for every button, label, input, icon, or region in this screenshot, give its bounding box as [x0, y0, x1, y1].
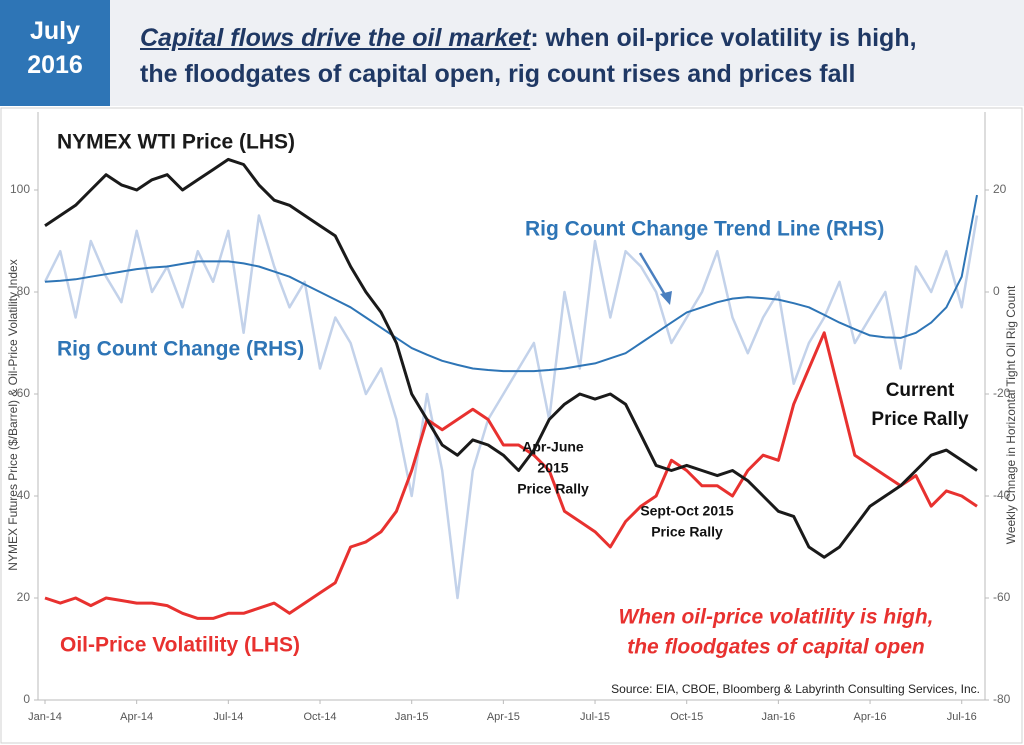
y2-tick-label: 0: [993, 284, 1000, 298]
y2-axis-label: Weekly Chnage in Horizontal Tight Oil Ri…: [1004, 285, 1018, 544]
header: Capital flows drive the oil market: when…: [110, 0, 1024, 106]
series-label: Rig Count Change (RHS): [57, 338, 304, 361]
annotation: Price Rally: [871, 409, 969, 430]
x-tick-label: Jul-15: [580, 711, 610, 723]
annotation: Price Rally: [517, 481, 589, 497]
arrow: [638, 252, 670, 301]
y-tick-label: 80: [17, 284, 31, 298]
source-note: Source: EIA, CBOE, Bloomberg & Labyrinth…: [611, 682, 980, 696]
title-part: the floodgates of capital open, rig coun…: [140, 60, 856, 88]
x-tick-label: Jan-16: [762, 711, 796, 723]
series-label: NYMEX WTI Price (LHS): [57, 131, 295, 154]
annotation: the floodgates of capital open: [627, 636, 925, 659]
annotation: When oil-price volatility is high,: [618, 606, 933, 629]
y-axis-label: NYMEX Futures Price ($/Barrel) & Oil-Pri…: [6, 259, 20, 570]
title-emphasis: Capital flows drive the oil market: [140, 24, 531, 52]
y-tick-label: 40: [17, 488, 31, 502]
annotation: Sept-Oct 2015: [640, 503, 734, 519]
x-tick-label: Jan-15: [395, 711, 429, 723]
series-line: [44, 194, 978, 373]
y-tick-label: 100: [10, 182, 30, 196]
y2-tick-label: -20: [993, 386, 1011, 400]
badge-line: 2016: [27, 51, 83, 79]
y2-tick-label: -60: [993, 590, 1011, 604]
y2-tick-label: -80: [993, 692, 1011, 706]
series-line: [43, 214, 979, 600]
annotation: Current: [886, 380, 955, 401]
annotation: Apr-June: [522, 439, 584, 455]
x-tick-label: Oct-15: [670, 711, 703, 723]
series-label: Rig Count Change Trend Line (RHS): [525, 218, 884, 241]
x-tick-label: Apr-16: [854, 711, 887, 723]
y-tick-label: 60: [17, 386, 31, 400]
chart-frame: [0, 107, 1023, 744]
series-line: [44, 331, 978, 620]
badge-line: July: [29, 17, 81, 45]
series-label: Oil-Price Volatility (LHS): [60, 634, 300, 657]
x-tick-label: Jan-14: [28, 711, 62, 723]
title-part: : when oil-price volatility is high,: [530, 24, 917, 52]
x-tick-label: Jul-14: [213, 711, 243, 723]
y2-tick-label: -40: [993, 488, 1011, 502]
x-tick-label: Apr-14: [120, 711, 153, 723]
annotation: Price Rally: [651, 524, 723, 540]
series-line: [44, 157, 978, 559]
arrow-head: [660, 291, 672, 305]
x-tick-label: Jul-16: [947, 711, 977, 723]
y2-tick-label: 20: [993, 182, 1007, 196]
x-tick-label: Apr-15: [487, 711, 520, 723]
date-badge: July 2016: [0, 0, 110, 106]
x-tick-label: Oct-14: [304, 711, 337, 723]
y-tick-label: 0: [23, 692, 30, 706]
annotation: 2015: [537, 460, 568, 476]
y-tick-label: 20: [17, 590, 31, 604]
